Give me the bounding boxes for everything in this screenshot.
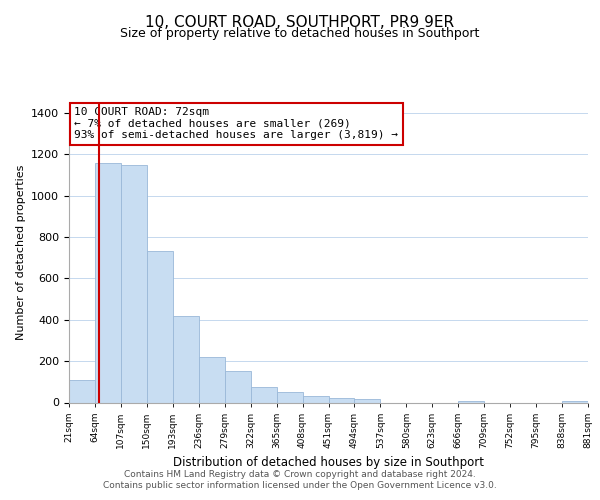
Bar xyxy=(329,398,355,402)
Text: 10 COURT ROAD: 72sqm
← 7% of detached houses are smaller (269)
93% of semi-detac: 10 COURT ROAD: 72sqm ← 7% of detached ho… xyxy=(74,107,398,140)
Text: Contains public sector information licensed under the Open Government Licence v3: Contains public sector information licen… xyxy=(103,481,497,490)
Text: 10, COURT ROAD, SOUTHPORT, PR9 9ER: 10, COURT ROAD, SOUTHPORT, PR9 9ER xyxy=(145,15,455,30)
Bar xyxy=(302,396,329,402)
Bar xyxy=(199,357,224,403)
Y-axis label: Number of detached properties: Number of detached properties xyxy=(16,165,26,340)
Bar xyxy=(225,372,251,402)
Bar xyxy=(277,392,302,402)
Text: Contains HM Land Registry data © Crown copyright and database right 2024.: Contains HM Land Registry data © Crown c… xyxy=(124,470,476,479)
Text: Size of property relative to detached houses in Southport: Size of property relative to detached ho… xyxy=(121,28,479,40)
Bar xyxy=(251,387,277,402)
Bar xyxy=(121,164,147,402)
Bar xyxy=(95,162,121,402)
Bar xyxy=(147,252,173,402)
Bar xyxy=(355,400,380,402)
X-axis label: Distribution of detached houses by size in Southport: Distribution of detached houses by size … xyxy=(173,456,484,469)
Bar xyxy=(173,316,199,402)
Bar xyxy=(69,380,95,402)
